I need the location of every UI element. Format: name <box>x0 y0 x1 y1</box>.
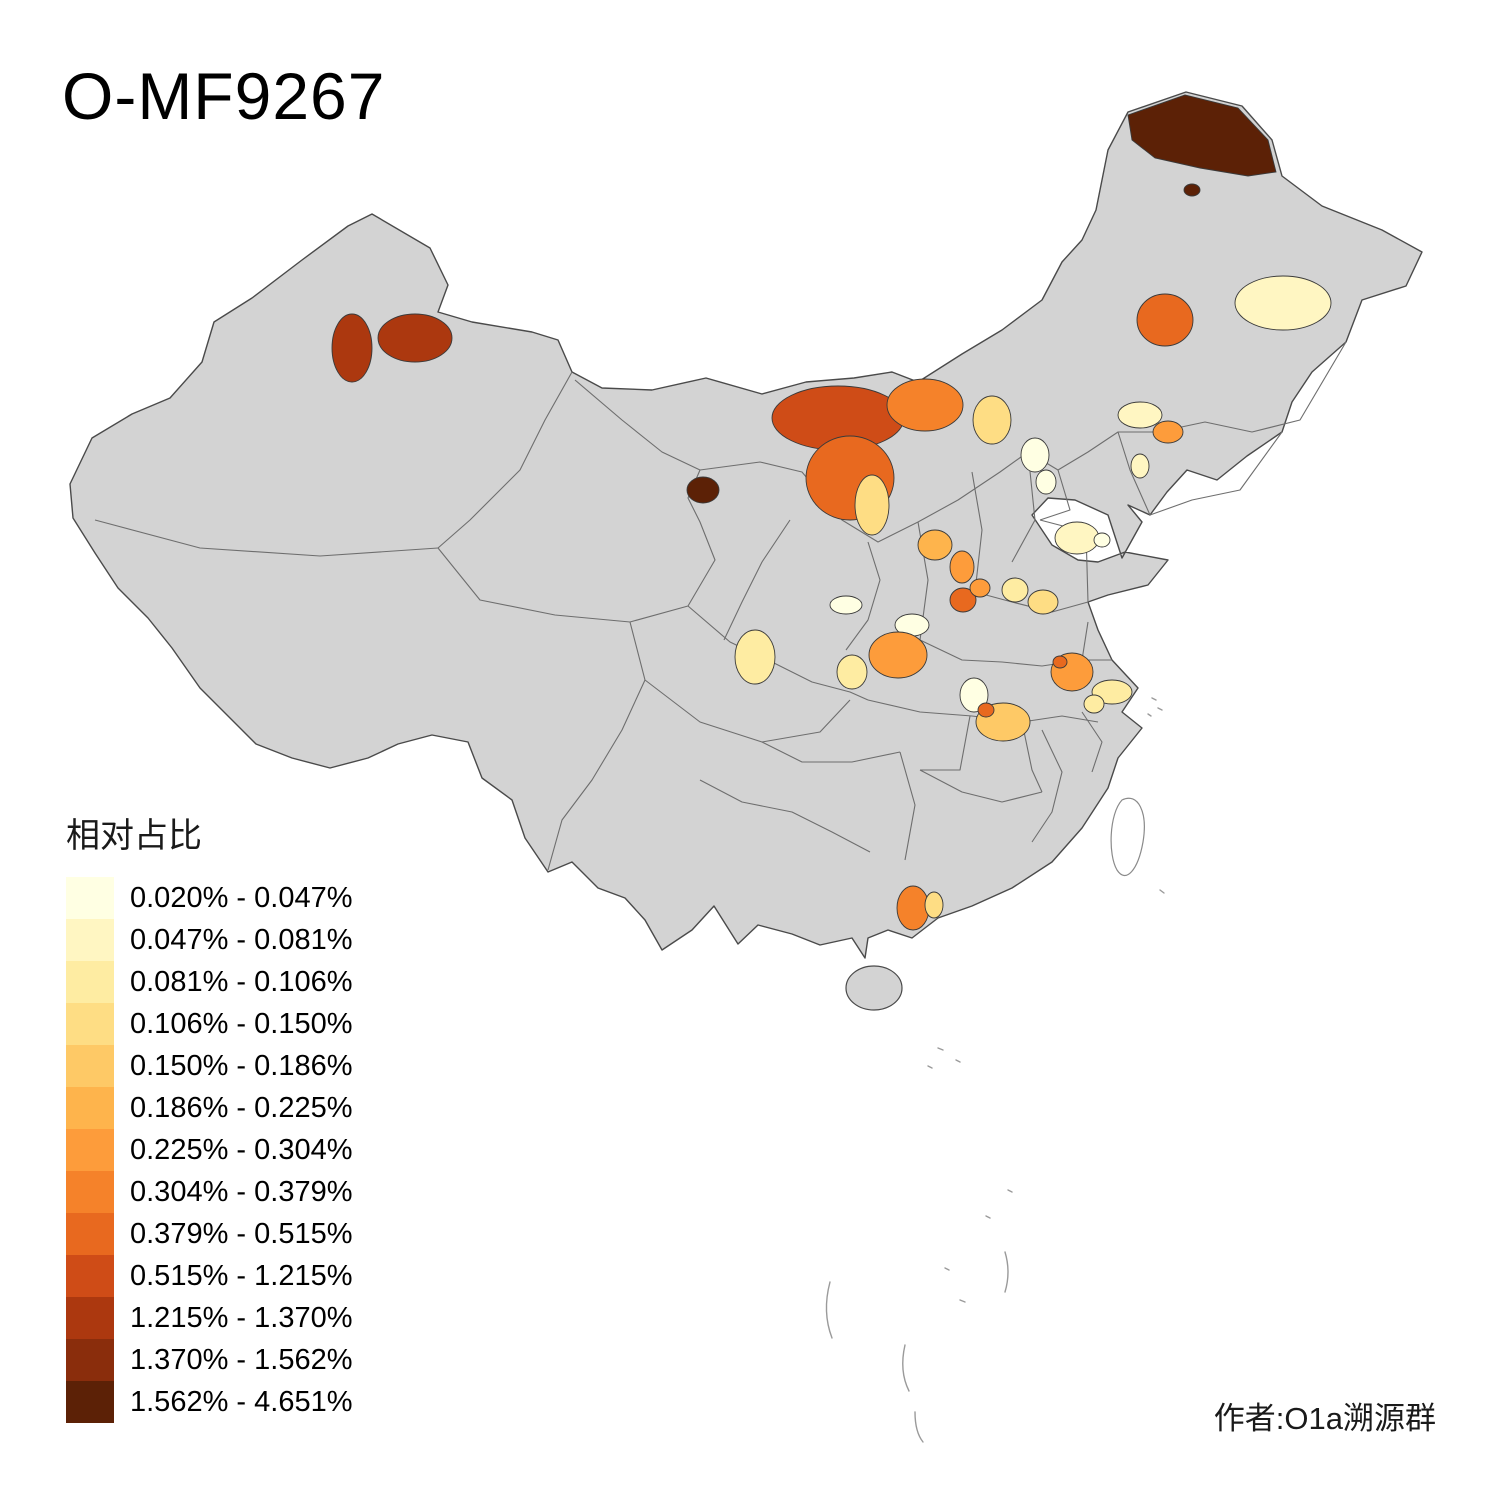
choropleth-region <box>924 891 944 919</box>
legend-item: 0.186% - 0.225% <box>66 1087 486 1129</box>
choropleth-region <box>734 629 776 685</box>
choropleth-regions <box>331 94 1332 931</box>
legend-swatch <box>66 1129 114 1171</box>
legend-range-label: 1.370% - 1.562% <box>130 1343 353 1376</box>
legend-swatch <box>66 1213 114 1255</box>
choropleth-region <box>1093 532 1111 548</box>
legend-title: 相对占比 <box>66 817 202 855</box>
choropleth-region <box>1027 589 1059 615</box>
choropleth-region <box>1234 275 1332 331</box>
legend-item: 0.379% - 0.515% <box>66 1213 486 1255</box>
legend-swatch <box>66 1045 114 1087</box>
legend-swatch <box>66 919 114 961</box>
choropleth-region <box>1052 655 1068 669</box>
legend-range-label: 0.515% - 1.215% <box>130 1259 353 1292</box>
legend-item: 0.020% - 0.047% <box>66 877 486 919</box>
legend-item: 0.150% - 0.186% <box>66 1045 486 1087</box>
page-title: O-MF9267 <box>62 59 386 133</box>
legend-range-label: 0.081% - 0.106% <box>130 965 353 998</box>
legend-swatch <box>66 877 114 919</box>
legend-range-label: 0.150% - 0.186% <box>130 1049 353 1082</box>
legend-range-label: 0.225% - 0.304% <box>130 1133 353 1166</box>
choropleth-region <box>949 587 977 613</box>
choropleth-region <box>917 529 953 561</box>
legend-swatch <box>66 1339 114 1381</box>
legend-swatch <box>66 1171 114 1213</box>
legend-swatch <box>66 961 114 1003</box>
legend-swatch <box>66 1087 114 1129</box>
legend-range-label: 0.020% - 0.047% <box>130 881 353 914</box>
legend-item: 0.081% - 0.106% <box>66 961 486 1003</box>
legend-range-label: 0.047% - 0.081% <box>130 923 353 956</box>
legend-swatch <box>66 1255 114 1297</box>
choropleth-region <box>836 654 868 690</box>
legend-item: 0.304% - 0.379% <box>66 1171 486 1213</box>
choropleth-region <box>377 313 453 363</box>
legend-item: 0.106% - 0.150% <box>66 1003 486 1045</box>
choropleth-region <box>1001 577 1029 603</box>
choropleth-region <box>868 631 928 679</box>
legend-item: 0.047% - 0.081% <box>66 919 486 961</box>
choropleth-region <box>1130 453 1150 479</box>
legend-range-label: 0.186% - 0.225% <box>130 1091 353 1124</box>
legend-range-label: 0.106% - 0.150% <box>130 1007 353 1040</box>
legend-items: 0.020% - 0.047% 0.047% - 0.081% 0.081% - 0… <box>66 877 486 1423</box>
choropleth-region <box>959 677 989 713</box>
choropleth-region <box>1127 94 1277 177</box>
taiwan-island <box>1110 797 1145 877</box>
author-credit: 作者:O1a溯源群 <box>1213 1401 1436 1436</box>
choropleth-region <box>686 476 720 504</box>
choropleth-region <box>1183 183 1201 197</box>
choropleth-region <box>896 885 930 931</box>
choropleth-region <box>972 395 1012 445</box>
legend-item: 1.215% - 1.370% <box>66 1297 486 1339</box>
choropleth-region <box>1083 694 1105 714</box>
choropleth-region <box>1136 293 1194 347</box>
legend: 相对占比 0.020% - 0.047% 0.047% - 0.081% 0.081… <box>66 808 486 1423</box>
legend-swatch <box>66 1297 114 1339</box>
south-china-sea-islands <box>825 697 1165 1443</box>
choropleth-region <box>1035 469 1057 495</box>
choropleth-region <box>886 378 964 432</box>
legend-range-label: 1.215% - 1.370% <box>130 1301 353 1334</box>
legend-item: 0.515% - 1.215% <box>66 1255 486 1297</box>
choropleth-region <box>1020 437 1050 473</box>
legend-swatch <box>66 1003 114 1045</box>
choropleth-region <box>969 578 991 598</box>
choropleth-region <box>1152 420 1184 444</box>
legend-range-label: 0.304% - 0.379% <box>130 1175 353 1208</box>
legend-item: 0.225% - 0.304% <box>66 1129 486 1171</box>
hainan-island <box>845 965 903 1011</box>
legend-item: 1.370% - 1.562% <box>66 1339 486 1381</box>
choropleth-region <box>977 702 995 718</box>
choropleth-region <box>1117 401 1163 429</box>
choropleth-region <box>854 474 890 536</box>
legend-range-label: 0.379% - 0.515% <box>130 1217 353 1250</box>
legend-range-label: 1.562% - 4.651% <box>130 1385 353 1418</box>
choropleth-region <box>1054 521 1100 555</box>
legend-item: 1.562% - 4.651% <box>66 1381 486 1423</box>
choropleth-region <box>949 550 975 584</box>
legend-swatch <box>66 1381 114 1423</box>
choropleth-region <box>331 313 373 383</box>
choropleth-region <box>829 595 863 615</box>
